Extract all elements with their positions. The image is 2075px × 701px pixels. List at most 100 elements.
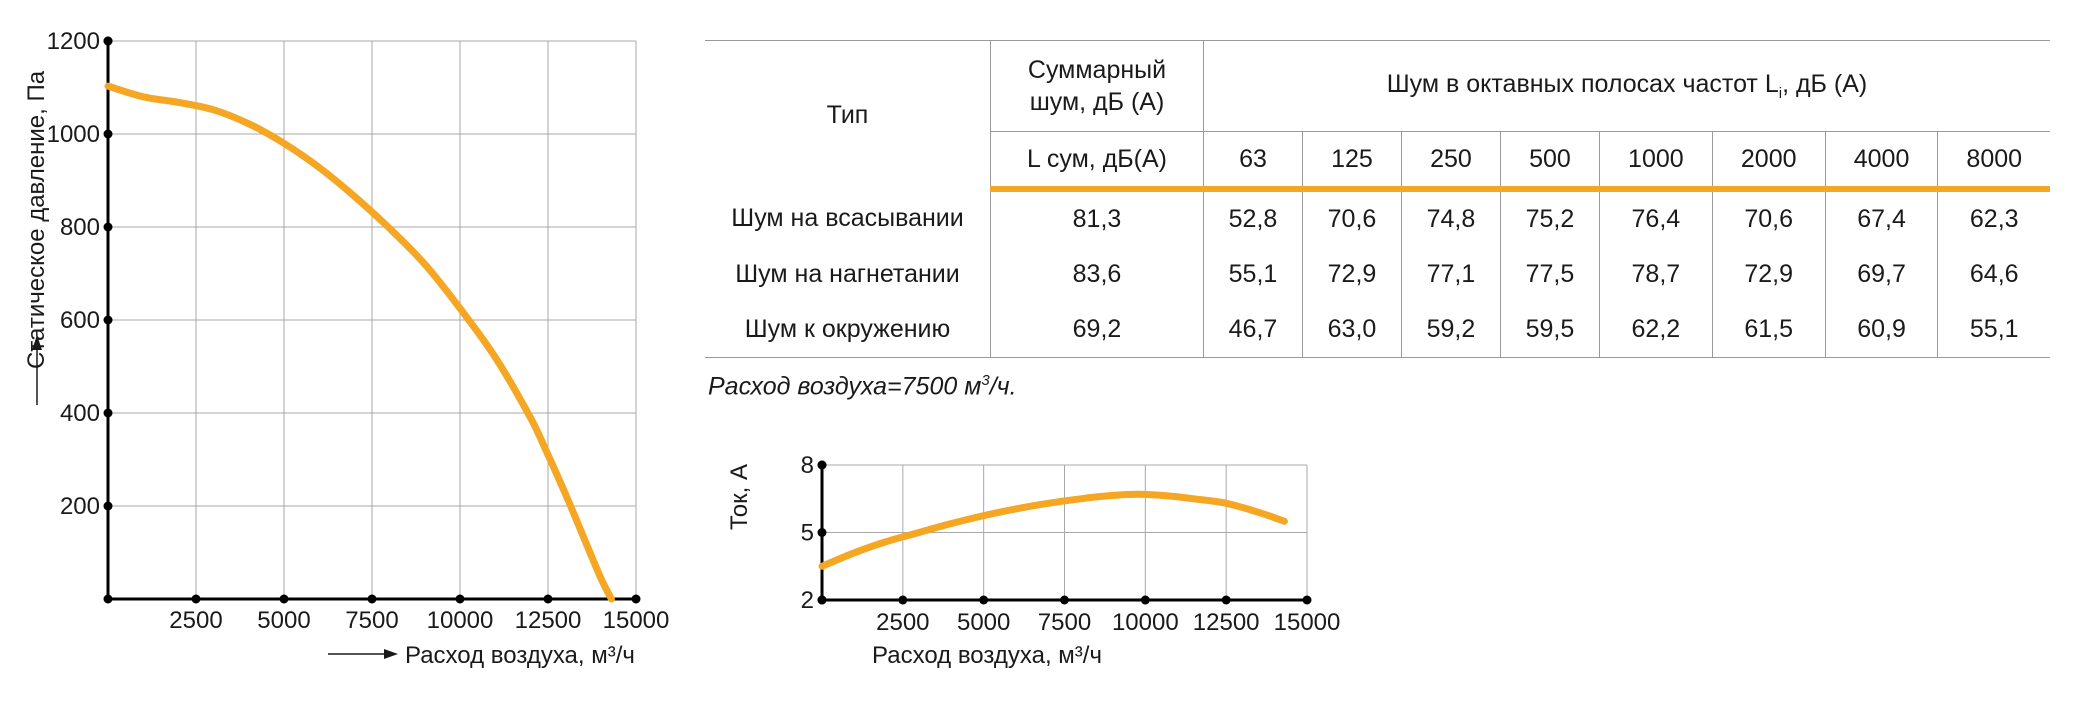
axis-dot — [103, 594, 113, 604]
row-value: 67,4 — [1825, 189, 1939, 247]
y-tick-label: 2 — [801, 587, 814, 614]
pressure-x-axis-label: Расход воздуха, м³/ч — [405, 642, 635, 669]
freq-header: 63 — [1203, 131, 1303, 192]
row-value: 62,2 — [1599, 302, 1713, 358]
row-value: 70,6 — [1302, 189, 1402, 247]
table-subheader-row: L сум, дБ(А) 63 125 250 500 1000 2000 40… — [705, 131, 2050, 192]
y-tick-dot — [103, 315, 113, 325]
table-header-row: Тип Суммарный шум, дБ (А) Шум в октавных… — [705, 40, 2050, 189]
y-tick-label: 800 — [60, 214, 100, 241]
table-row: Шум на всасывании 81,3 52,8 70,6 74,8 75… — [705, 189, 2050, 247]
y-tick-dot — [103, 222, 113, 232]
row-value: 74,8 — [1401, 189, 1501, 247]
pressure-grid — [108, 40, 637, 599]
row-type: Шум на нагнетании — [705, 247, 991, 302]
row-value: 63,0 — [1302, 302, 1402, 358]
row-value: 72,9 — [1712, 247, 1826, 302]
x-tick-dot — [1140, 595, 1150, 605]
sum-column-header: Суммарный шум, дБ (А) — [990, 40, 1204, 132]
row-value: 59,2 — [1401, 302, 1501, 358]
y-tick-label: 1200 — [47, 28, 100, 55]
y-tick-label: 5 — [801, 520, 814, 547]
x-arrow-icon — [328, 649, 398, 659]
freq-header: 250 — [1401, 131, 1501, 192]
row-value: 55,1 — [1203, 247, 1303, 302]
x-tick-label: 5000 — [957, 609, 1010, 636]
x-tick-label: 10000 — [1112, 609, 1179, 636]
row-value: 60,9 — [1825, 302, 1939, 358]
x-tick-label: 15000 — [603, 607, 670, 634]
y-tick-label: 600 — [60, 307, 100, 334]
y-tick-dot — [817, 595, 827, 605]
y-arrow-icon — [32, 335, 42, 405]
pressure-curve — [104, 82, 615, 603]
x-tick-label: 7500 — [345, 607, 398, 634]
row-value: 75,2 — [1500, 189, 1600, 247]
row-value: 62,3 — [1969, 205, 2019, 233]
current-x-ticks: 2500 5000 7500 10000 12500 15000 — [876, 595, 1340, 636]
row-value: 72,9 — [1302, 247, 1402, 302]
freq-header: 500 — [1500, 131, 1600, 192]
octave-header-text: Шум в октавных полосах частот L — [1386, 70, 1779, 98]
current-chart: 2500 5000 7500 10000 12500 15000 2 5 8 Ток, А Р… — [726, 452, 1340, 669]
y-tick-label: 1000 — [47, 121, 100, 148]
x-tick-label: 12500 — [515, 607, 582, 634]
airflow-note-tail: /ч. — [989, 372, 1017, 401]
row-sum: 83,6 — [990, 247, 1204, 302]
y-tick-label: 400 — [60, 400, 100, 427]
row-value: 69,7 — [1825, 247, 1939, 302]
x-tick-dot — [455, 594, 465, 604]
x-tick-label: 15000 — [1274, 609, 1340, 636]
y-tick-dot — [103, 501, 113, 511]
row-value: 64,6 — [1969, 260, 2019, 288]
x-tick-label: 2500 — [876, 609, 929, 636]
row-value: 77,5 — [1500, 247, 1600, 302]
type-column-header: Тип — [705, 40, 991, 189]
row-value: 70,6 — [1712, 189, 1826, 247]
row-value: 77,1 — [1401, 247, 1501, 302]
x-tick-label: 5000 — [257, 607, 310, 634]
current-y-ticks: 2 5 8 — [801, 452, 827, 614]
x-tick-dot — [367, 594, 377, 604]
x-tick-label: 10000 — [427, 607, 494, 634]
pressure-chart: 2500 5000 7500 10000 12500 15000 200 400 600 800… — [23, 28, 670, 669]
x-tick-label: 2500 — [169, 607, 222, 634]
x-tick-dot — [898, 595, 908, 605]
x-tick-dot — [1221, 595, 1231, 605]
y-tick-dot — [817, 528, 827, 537]
x-tick-dot — [979, 595, 989, 605]
table-row: Шум к окружению 69,2 46,7 63,0 59,2 59,5… — [705, 302, 2050, 358]
octave-header-tail: , дБ (А) — [1782, 70, 1868, 98]
sum-header-line2: шум, дБ (А) — [1029, 88, 1165, 116]
pressure-x-ticks: 2500 5000 7500 10000 12500 15000 — [169, 594, 670, 634]
freq-header: 1000 — [1599, 131, 1713, 192]
y-tick-dot — [103, 36, 113, 46]
current-x-axis-label: Расход воздуха, м³/ч — [872, 642, 1102, 669]
row-sum: 69,2 — [990, 302, 1204, 358]
row-value: 52,8 — [1203, 189, 1303, 247]
row-type: Шум на всасывании — [705, 189, 991, 247]
octave-header-sub: i — [1778, 85, 1783, 102]
sum-header-line1: Суммарный — [1027, 56, 1167, 84]
x-tick-label: 7500 — [1038, 609, 1091, 636]
current-grid — [822, 464, 1308, 601]
pressure-y-axis-label: Статическое давление, Па — [23, 70, 50, 369]
x-tick-dot — [1060, 595, 1069, 605]
airflow-note-sup: 3 — [981, 372, 990, 389]
row-value: 59,5 — [1500, 302, 1600, 358]
freq-header: 2000 — [1712, 131, 1826, 192]
pressure-y-ticks: 200 400 600 800 1000 1200 — [47, 28, 113, 520]
y-tick-dot — [103, 129, 113, 139]
freq-header: 8000 — [1937, 131, 2050, 192]
row-type: Шум к окружению — [705, 302, 991, 358]
sum-sub-header: L сум, дБ(А) — [990, 131, 1204, 192]
freq-header: 4000 — [1825, 131, 1939, 192]
x-tick-dot — [279, 594, 289, 604]
freq-header: 125 — [1302, 131, 1402, 192]
y-tick-dot — [817, 460, 827, 470]
row-value: 46,7 — [1203, 302, 1303, 358]
x-tick-dot — [543, 594, 553, 604]
noise-table: Тип Суммарный шум, дБ (А) Шум в октавных… — [705, 40, 2050, 358]
table-row: Шум на нагнетании 83,6 55,1 72,9 77,1 77… — [705, 247, 2050, 302]
airflow-note: Расход воздуха=7500 м3/ч. — [708, 372, 1017, 401]
